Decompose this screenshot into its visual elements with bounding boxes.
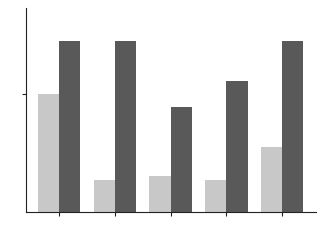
Bar — [171, 108, 192, 213]
Bar — [94, 180, 115, 213]
Bar — [261, 147, 282, 213]
Bar — [226, 81, 248, 213]
Bar — [115, 42, 136, 213]
Bar — [59, 42, 80, 213]
Bar — [205, 180, 226, 213]
Bar — [149, 176, 171, 213]
Bar — [282, 42, 303, 213]
Bar — [38, 94, 59, 213]
